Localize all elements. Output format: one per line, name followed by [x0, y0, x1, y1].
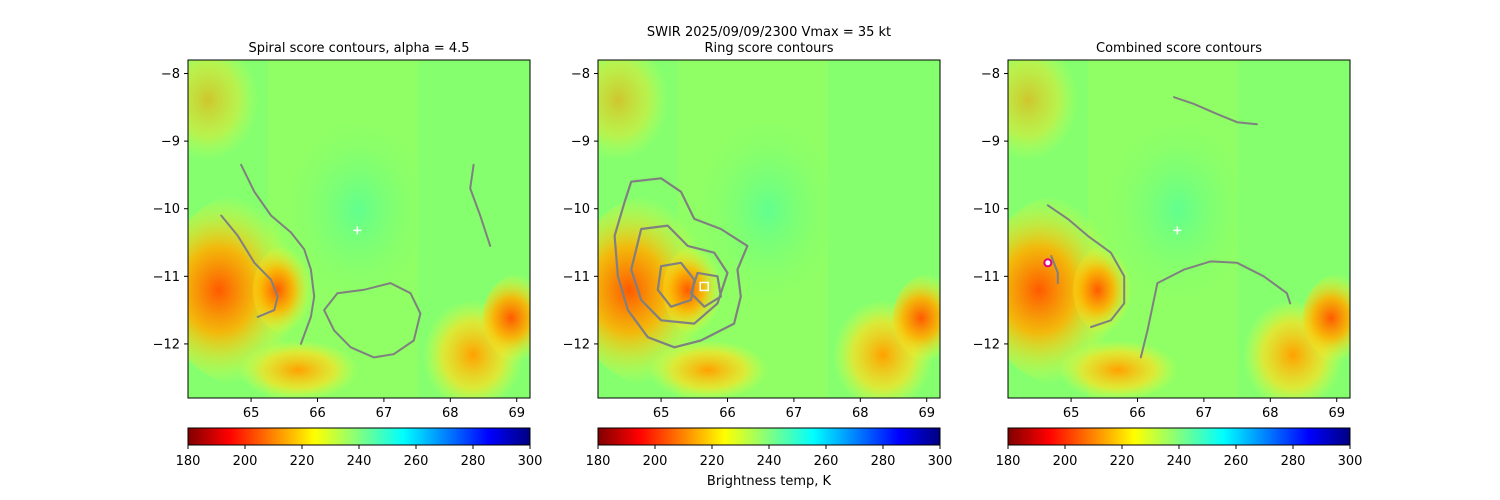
y-tick-label: −10	[153, 202, 180, 217]
colorbar-tick-label: 180	[996, 454, 1021, 469]
y-tick-label: −8	[161, 67, 180, 82]
axes-frame	[597, 59, 941, 399]
axes-frame	[1007, 59, 1351, 399]
x-tick-label: 65	[1063, 406, 1080, 421]
y-tick-label: −11	[973, 270, 1000, 285]
colorbar-label: Brightness temp, K	[707, 474, 832, 489]
contour-line-2	[630, 224, 729, 325]
colorbar-tick-label: 220	[1110, 454, 1135, 469]
colorbar-tick-label: 280	[871, 454, 896, 469]
colorbar-tick-label: 300	[518, 454, 543, 469]
panel-1: Spiral score contours, alpha = 4.5 65 66 67…	[153, 41, 543, 469]
heatmap-field	[598, 60, 940, 398]
contour-line-4	[689, 271, 722, 308]
colorbar-tick-label: 180	[586, 454, 611, 469]
colorbar-tick-label: 200	[233, 454, 258, 469]
contour-line-1	[240, 163, 316, 345]
center-plus-marker	[1173, 226, 1182, 235]
colorbar-tick-label: 260	[814, 454, 839, 469]
contour-line-3	[469, 163, 492, 247]
axes-frame	[187, 59, 531, 399]
y-tick-label: −9	[981, 135, 1000, 150]
colorbar-tick-label: 300	[1338, 454, 1363, 469]
contour-line-4	[323, 282, 422, 359]
center-plus-marker	[353, 226, 362, 235]
colorbar-tick-label: 200	[1053, 454, 1078, 469]
contour-line-1	[1173, 96, 1258, 126]
panel-title: Combined score contours	[1096, 41, 1262, 56]
y-tick-label: −8	[571, 67, 590, 82]
colorbar-tick-label: 220	[290, 454, 315, 469]
y-tick-label: −11	[563, 270, 590, 285]
figure-suptitle: SWIR 2025/09/09/2300 Vmax = 35 kt	[647, 25, 891, 40]
x-tick-label: 69	[508, 406, 525, 421]
contour-line-1	[613, 177, 749, 349]
y-tick-label: −9	[161, 135, 180, 150]
contour-line-2	[1046, 204, 1126, 328]
colorbar-tick-label: 300	[928, 454, 953, 469]
x-tick-label: 67	[1196, 406, 1213, 421]
panel-3: Combined score contours 65 66 67 68 69 −8 −9 −10…	[973, 41, 1363, 469]
panel-title: Spiral score contours, alpha = 4.5	[248, 41, 469, 56]
colorbar-tick-label: 280	[1281, 454, 1306, 469]
y-tick-label: −10	[973, 202, 1000, 217]
x-tick-label: 69	[918, 406, 935, 421]
x-tick-label: 66	[719, 406, 736, 421]
colorbar	[597, 427, 941, 446]
colorbar-tick-label: 260	[404, 454, 429, 469]
x-tick-label: 66	[1129, 406, 1146, 421]
panel-title: Ring score contours	[704, 41, 833, 56]
y-tick-label: −12	[973, 337, 1000, 352]
x-tick-label: 65	[243, 406, 260, 421]
colorbar-tick-label: 240	[1167, 454, 1192, 469]
colorbar-tick-label: 180	[176, 454, 201, 469]
x-tick-label: 68	[852, 406, 869, 421]
contour-line-2	[220, 214, 279, 318]
colorbar-tick-label: 240	[757, 454, 782, 469]
contour-line-3	[656, 261, 696, 308]
y-tick-label: −12	[153, 337, 180, 352]
x-tick-label: 69	[1328, 406, 1345, 421]
colorbar-tick-label: 200	[643, 454, 668, 469]
x-tick-label: 67	[376, 406, 393, 421]
colorbar-tick-label: 280	[461, 454, 486, 469]
colorbar-tick-label: 220	[700, 454, 725, 469]
panel-2: Ring score contours 65 66 67 68 69 −8 −9 −10 −11 −…	[563, 41, 953, 469]
heatmap-field	[188, 60, 530, 398]
x-tick-label: 66	[309, 406, 326, 421]
colorbar	[187, 427, 531, 446]
y-tick-label: −8	[981, 67, 1000, 82]
y-tick-label: −10	[563, 202, 590, 217]
x-tick-label: 68	[442, 406, 459, 421]
contour-line-3	[1050, 255, 1059, 285]
x-tick-label: 67	[786, 406, 803, 421]
heatmap-field	[1008, 60, 1350, 398]
x-tick-label: 68	[1262, 406, 1279, 421]
x-tick-label: 65	[653, 406, 670, 421]
y-tick-label: −9	[571, 135, 590, 150]
colorbar-tick-label: 240	[347, 454, 372, 469]
center-circle-marker	[1043, 258, 1053, 268]
colorbar-tick-label: 260	[1224, 454, 1249, 469]
center-square-marker	[699, 281, 710, 292]
contour-line-4	[1139, 260, 1292, 359]
y-tick-label: −12	[563, 337, 590, 352]
colorbar	[1007, 427, 1351, 446]
y-tick-label: −11	[153, 270, 180, 285]
